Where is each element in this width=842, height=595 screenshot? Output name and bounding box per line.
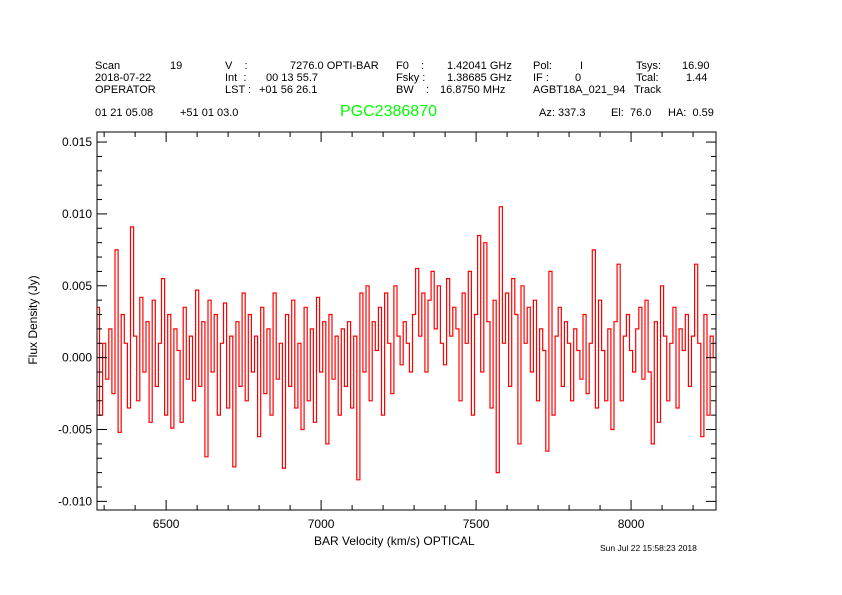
azimuth: Az: 337.3 [539,107,586,119]
y-tick-label: -0.010 [58,494,92,508]
velocity-value: 7276.0 OPTI-BAR [290,60,379,72]
hour-angle: HA: 0.59 [668,107,714,119]
y-tick-label: 0.000 [62,351,92,365]
pol-label: Pol: [533,60,552,72]
f0-value: 1.42041 GHz [447,60,512,72]
tsys-label: Tsys: [636,60,662,72]
int-label: Int : [225,72,247,84]
elevation: El: 76.0 [611,107,652,119]
fsky-value: 1.38685 GHz [447,72,512,84]
tcal-label: Tcal: [636,72,659,84]
lst-label: LST : [225,84,252,96]
pol-value: I [580,60,584,72]
y-tick-label: -0.005 [58,423,92,437]
ra: 01 21 05.08 [95,107,154,119]
source-name: PGC2386870 [340,103,437,120]
project-id: AGBT18A_021_94 [533,84,626,96]
bw-value: 16.8750 MHz [440,84,506,96]
int-value: 00 13 55.7 [266,72,318,84]
x-tick-label: 7500 [463,517,490,531]
velocity-label: V : [225,60,248,72]
bw-label: BW : [396,84,429,96]
plot-frame [96,131,717,511]
x-tick-label: 6500 [153,517,180,531]
if-value: 0 [575,72,582,84]
spectrum-line [97,206,716,481]
scan-number: 19 [170,60,183,72]
timestamp: Sun Jul 22 15:58:23 2018 [600,543,697,553]
y-axis-label: Flux Density (Jy) [26,275,40,364]
if-label: IF : [533,72,549,84]
tsys-value: 16.90 [682,60,710,72]
observer: OPERATOR [95,84,156,96]
date: 2018-07-22 [95,72,152,84]
dec: +51 01 03.0 [180,107,239,119]
lst-value: +01 56 26.1 [259,84,318,96]
x-tick-label: 8000 [618,517,645,531]
scan-label: Scan [95,60,121,72]
x-tick-label: 7000 [308,517,335,531]
fsky-label: Fsky : [396,72,426,84]
y-tick-label: 0.005 [62,279,92,293]
f0-label: F0 : [396,60,425,72]
procedure: Track [634,84,662,96]
y-tick-label: 0.015 [62,135,92,149]
x-axis-label: BAR Velocity (km/s) OPTICAL [314,534,475,548]
y-tick-label: 0.010 [62,207,92,221]
tcal-value: 1.44 [686,72,708,84]
